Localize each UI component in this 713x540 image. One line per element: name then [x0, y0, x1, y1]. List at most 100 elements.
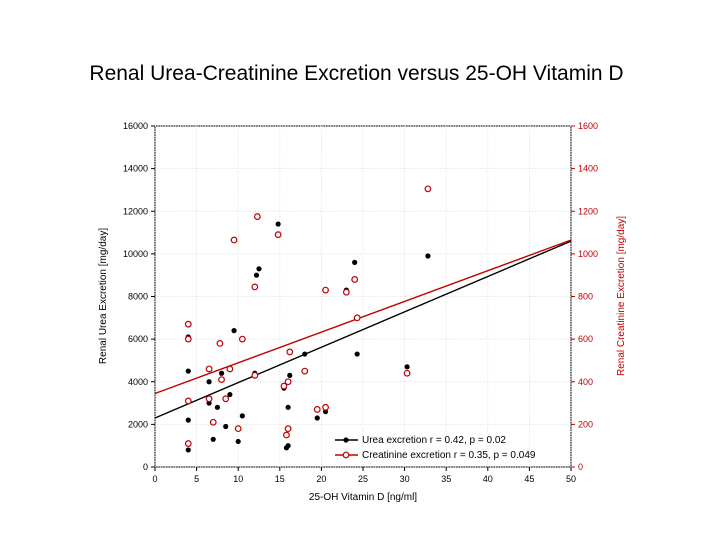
creatinine-data-point: [286, 348, 294, 356]
creatinine-data-point: [184, 397, 192, 405]
creatinine-data-point: [283, 431, 290, 439]
creatinine-data-point: [301, 367, 309, 375]
creatinine-data-point: [230, 236, 238, 244]
y-right-tick-label: 400: [578, 377, 593, 387]
x-tick-label: 5: [194, 474, 199, 484]
legend: Urea excretion r = 0.42, p = 0.02 Creati…: [335, 435, 536, 461]
creatinine-data-point: [322, 403, 329, 411]
urea-data-point: [223, 423, 229, 430]
creatinine-data-point: [253, 213, 261, 220]
x-tick-label: 25: [358, 474, 368, 484]
legend-creatinine-marker: [342, 451, 350, 459]
y-right-tick-label: 1400: [578, 164, 598, 174]
axis-ticks: 0 5 10 15 20 25 30 35 40 45 5002000400060008000100…: [123, 121, 598, 484]
creatinine-data-point: [313, 406, 321, 413]
creatinine-data-point: [238, 335, 246, 343]
urea-data-point: [285, 404, 291, 410]
creatinine-data-point: [251, 283, 259, 291]
legend-urea-label: Urea excretion r = 0.42, p = 0.02: [362, 435, 506, 446]
y-left-tick-label: 16000: [123, 121, 148, 131]
creatinine-data-point: [403, 369, 411, 377]
urea-data-point: [285, 443, 291, 449]
urea-data-point: [287, 372, 293, 378]
creatinine-data-point: [184, 440, 192, 447]
urea-data-point: [214, 404, 220, 410]
urea-data-point: [275, 221, 281, 227]
y-left-tick-label: 8000: [128, 292, 148, 302]
urea-fit-line: [154, 240, 572, 419]
creatinine-data-point: [209, 418, 217, 426]
urea-data-point: [256, 266, 262, 272]
y-axis-left-label: Renal Urea Excretion [mg/day]: [98, 228, 109, 364]
urea-data-point: [185, 447, 191, 453]
x-tick-label: 30: [400, 474, 410, 484]
creatinine-data-point: [424, 185, 432, 193]
urea-data-point: [239, 413, 245, 419]
y-right-tick-label: 200: [578, 419, 593, 429]
urea-data-point: [425, 253, 431, 259]
creatinine-data-point: [226, 365, 234, 373]
x-tick-label: 0: [152, 474, 157, 484]
creatinine-data-point: [353, 314, 361, 322]
creatinine-data-point: [284, 425, 292, 433]
urea-data-point: [404, 364, 410, 370]
y-right-tick-label: 1000: [578, 249, 598, 259]
creatinine-data-point: [342, 288, 350, 296]
urea-data-point: [314, 415, 320, 421]
urea-data-point: [354, 351, 360, 357]
creatinine-data-point: [322, 286, 329, 294]
urea-data-point: [302, 351, 308, 357]
y-left-tick-label: 4000: [128, 377, 148, 387]
y-left-tick-label: 14000: [123, 164, 148, 174]
y-axis-right-label: Renal Creatinine Excretion [mg/day]: [616, 216, 627, 376]
urea-data-point: [218, 370, 225, 376]
urea-data-point: [352, 259, 358, 265]
urea-data-point: [210, 436, 216, 442]
creatinine-data-point: [280, 382, 288, 390]
y-right-tick-label: 1200: [578, 206, 598, 216]
urea-data-point: [231, 328, 237, 334]
creatinine-fit-line: [154, 239, 572, 395]
creatinine-data-point: [216, 339, 224, 347]
y-right-tick-label: 800: [578, 292, 593, 302]
urea-data-point: [185, 368, 191, 374]
x-tick-label: 35: [441, 474, 451, 484]
creatinine-data-point: [274, 231, 282, 239]
legend-creatinine-label: Creatinine excretion r = 0.35, p = 0.049: [362, 450, 536, 461]
urea-data-point: [206, 379, 212, 385]
x-tick-label: 15: [275, 474, 285, 484]
urea-data-point: [227, 391, 233, 398]
creatinine-data-point: [184, 320, 192, 328]
data-points: [184, 185, 432, 453]
creatinine-data-point: [205, 365, 213, 373]
creatinine-data-point: [234, 425, 242, 433]
creatinine-data-point: [222, 395, 230, 403]
y-right-tick-label: 600: [578, 334, 593, 344]
urea-data-point: [253, 272, 260, 278]
legend-urea-marker: [343, 437, 349, 443]
creatinine-data-point: [218, 376, 225, 384]
creatinine-data-point: [184, 335, 192, 343]
x-tick-label: 45: [524, 474, 534, 484]
fit-lines: [154, 239, 572, 419]
urea-data-point: [235, 438, 241, 445]
chart-title: Renal Urea-Creatinine Excretion versus 2…: [89, 62, 624, 85]
urea-data-point: [185, 417, 191, 423]
creatinine-data-point: [351, 276, 359, 283]
creatinine-data-point: [205, 395, 213, 403]
x-axis-label: 25-OH Vitamin D [ng/ml]: [309, 492, 417, 503]
y-left-tick-label: 12000: [123, 206, 148, 216]
y-right-tick-label: 1600: [578, 121, 598, 131]
creatinine-data-point: [284, 378, 292, 386]
y-left-tick-label: 0: [143, 462, 148, 472]
y-right-tick-label: 0: [578, 462, 583, 472]
y-left-tick-label: 2000: [128, 419, 148, 429]
x-tick-label: 20: [316, 474, 326, 484]
y-left-tick-label: 6000: [128, 334, 148, 344]
y-left-tick-label: 10000: [123, 249, 148, 259]
x-tick-label: 40: [483, 474, 493, 484]
x-tick-label: 10: [233, 474, 243, 484]
x-tick-label: 50: [566, 474, 576, 484]
creatinine-data-point: [251, 371, 259, 379]
